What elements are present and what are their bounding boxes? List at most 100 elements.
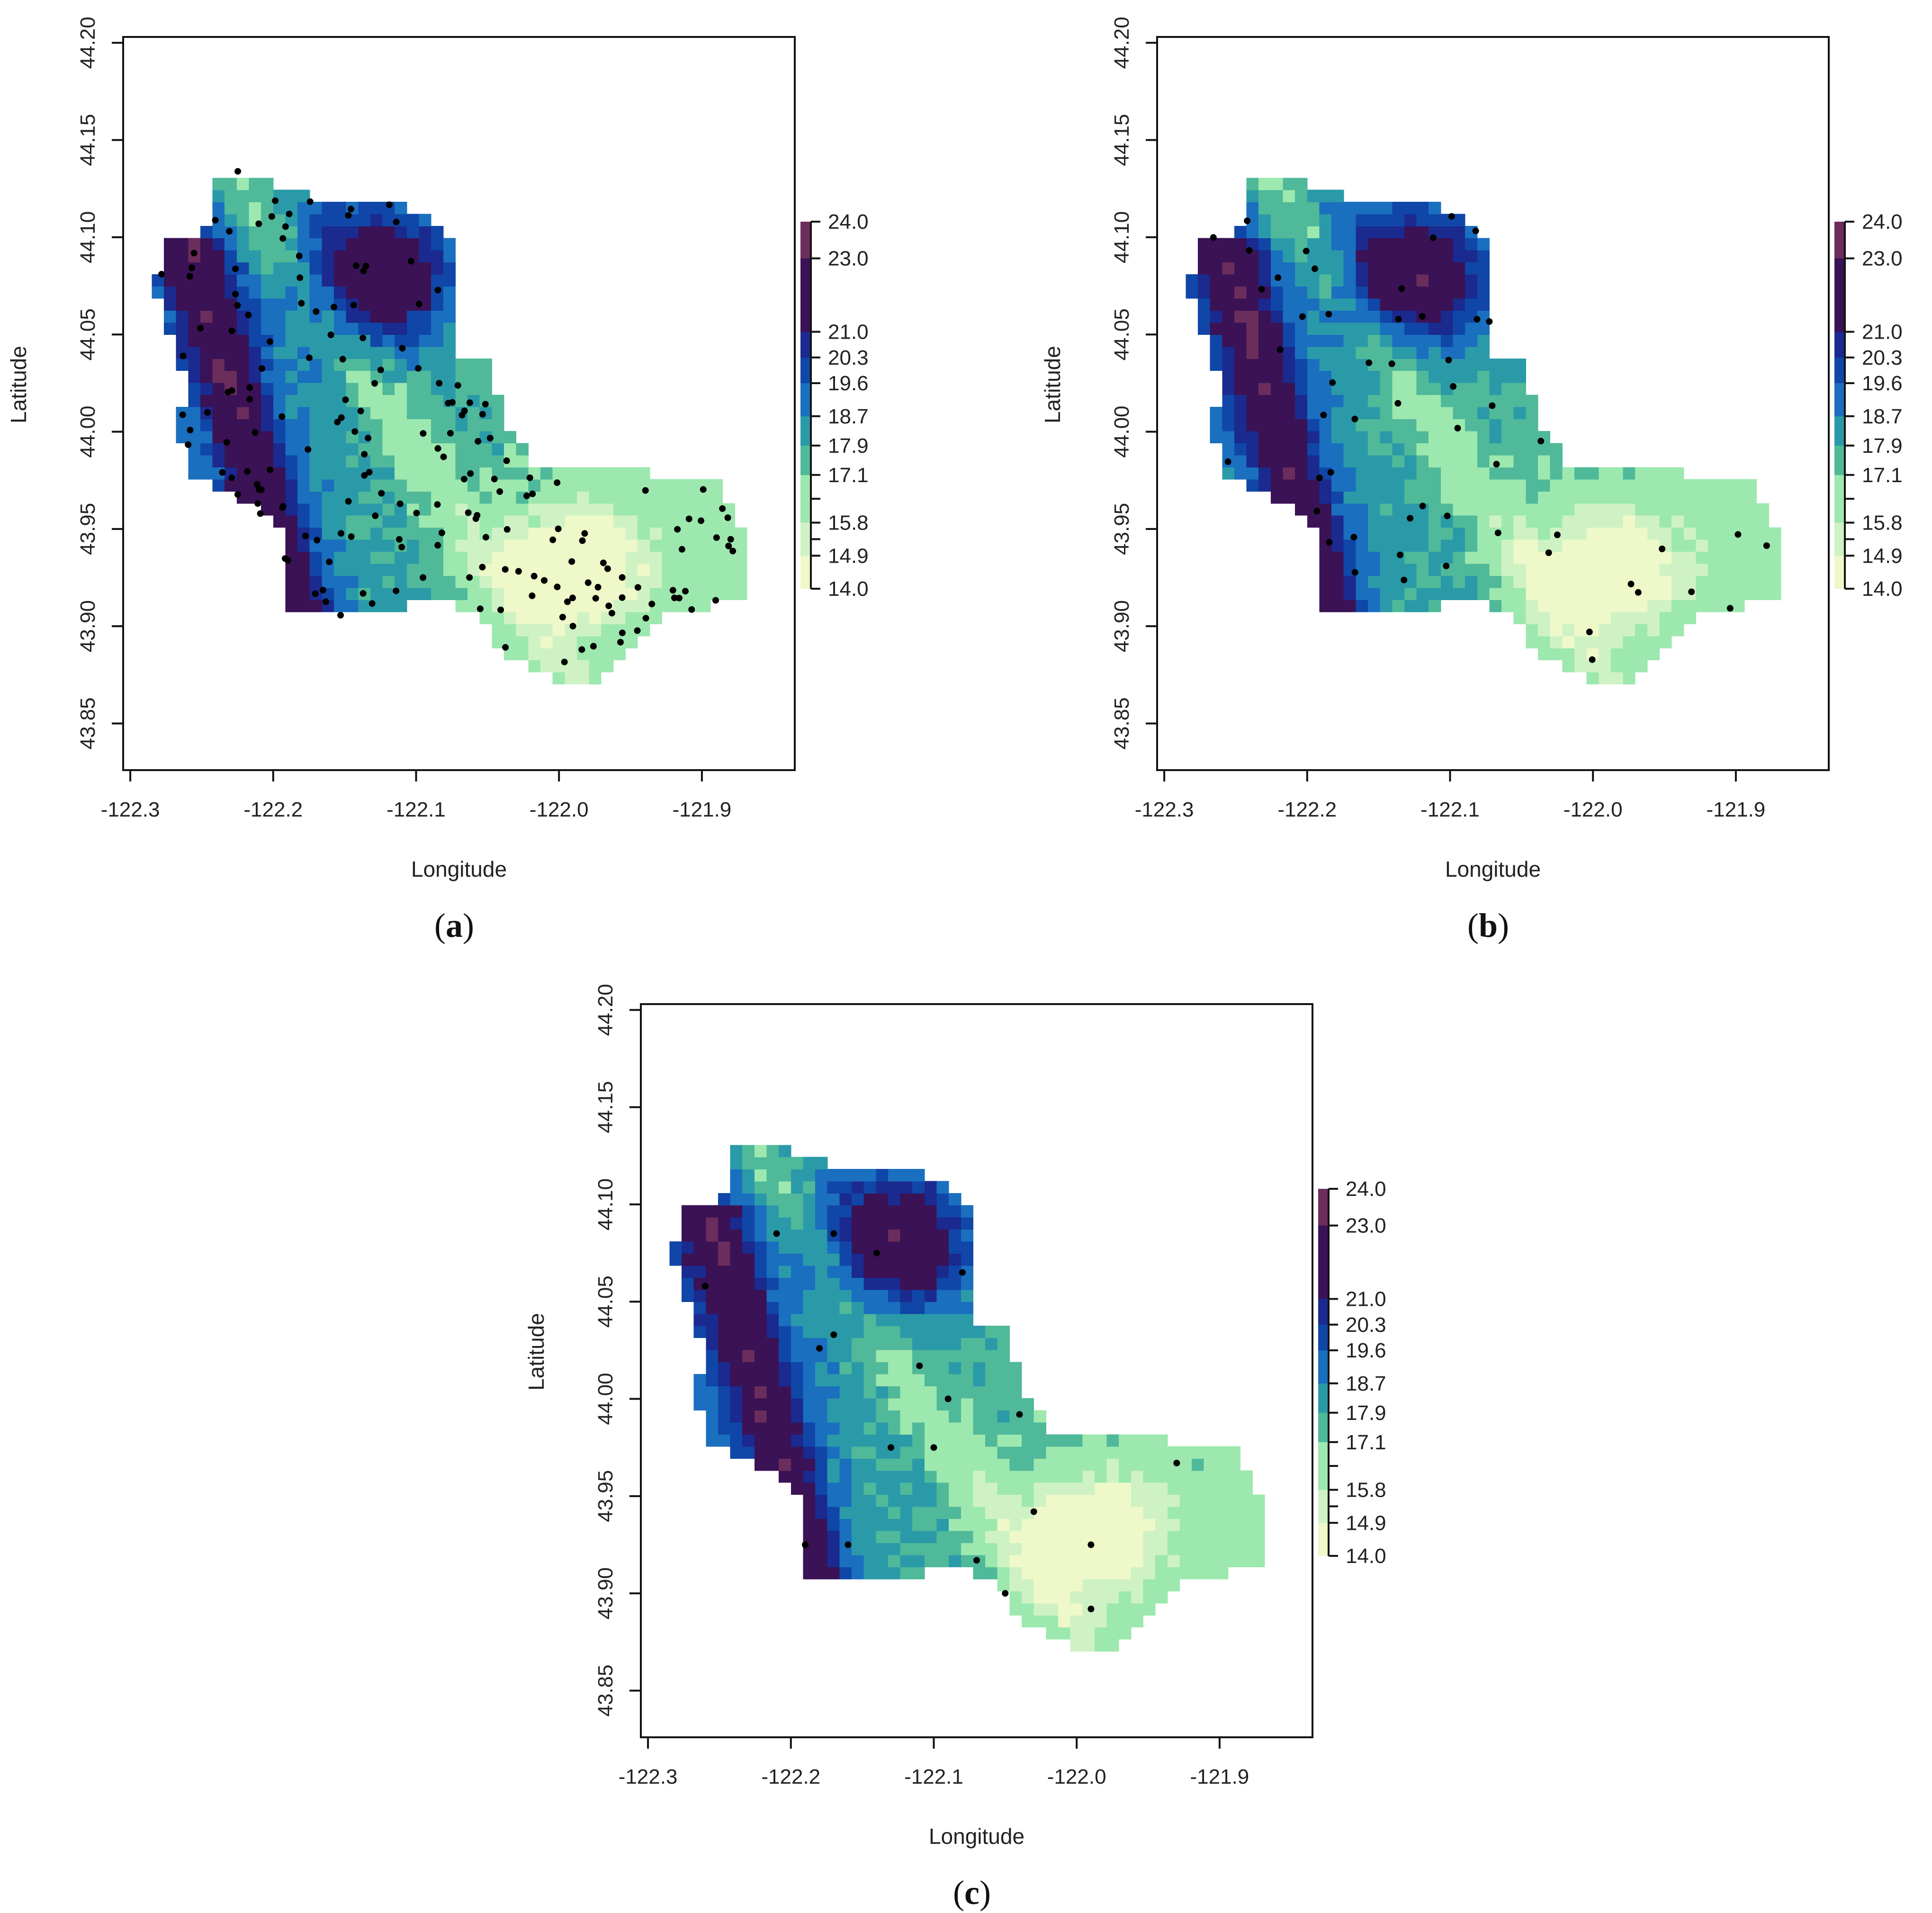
raster-cell: [706, 1302, 719, 1314]
raster-cell: [1356, 310, 1368, 323]
raster-cell: [1380, 226, 1393, 239]
raster-cell: [1610, 575, 1624, 588]
raster-cell: [1319, 575, 1332, 588]
raster-cell: [1046, 1615, 1059, 1628]
raster-cell: [1295, 274, 1308, 287]
raster-cell: [382, 527, 395, 540]
raster-cell: [1119, 1494, 1132, 1507]
raster-cell: [419, 250, 431, 263]
sample-point: [503, 457, 510, 464]
raster-cell: [358, 286, 371, 299]
raster-cell: [686, 479, 699, 492]
raster-cell: [1258, 262, 1271, 275]
raster-cell: [455, 455, 468, 467]
sample-point: [465, 509, 472, 516]
raster-cell: [1720, 527, 1733, 540]
raster-cell: [273, 455, 286, 467]
raster-cell: [382, 274, 395, 287]
raster-cell: [358, 298, 371, 311]
sample-point: [561, 658, 568, 665]
raster-cell: [1501, 443, 1514, 456]
colorbar-tick-label: 15.8: [828, 512, 869, 535]
raster-cell: [395, 467, 407, 480]
raster-cell: [839, 1530, 852, 1543]
raster-cell: [1404, 334, 1417, 347]
raster-cell: [1538, 575, 1551, 588]
raster-cell: [863, 1374, 876, 1387]
raster-cell: [236, 202, 250, 215]
raster-cell: [1252, 1518, 1265, 1531]
raster-cell: [754, 1386, 767, 1399]
raster-cell: [1082, 1434, 1095, 1447]
raster-cell: [625, 527, 638, 540]
sample-point: [569, 594, 576, 602]
raster-cell: [779, 1229, 791, 1242]
raster-cell: [936, 1554, 949, 1567]
raster-cell: [540, 551, 553, 564]
raster-cell: [1356, 238, 1368, 251]
raster-cell: [803, 1229, 816, 1242]
raster-cell: [803, 1362, 816, 1374]
raster-cell: [1416, 286, 1429, 299]
raster-cell: [888, 1374, 901, 1387]
raster-cell: [285, 334, 298, 347]
raster-cell: [1022, 1543, 1034, 1555]
raster-cell: [1550, 587, 1563, 600]
raster-cell: [742, 1302, 755, 1314]
raster-cell: [1192, 1543, 1204, 1555]
raster-cell: [200, 395, 213, 407]
raster-cell: [718, 1422, 731, 1435]
raster-cell: [912, 1482, 925, 1495]
raster-cell: [1392, 503, 1405, 516]
raster-cell: [540, 479, 553, 492]
raster-cell: [504, 491, 517, 504]
raster-cell: [912, 1410, 925, 1423]
raster-cell: [419, 395, 431, 407]
raster-cell: [1574, 636, 1587, 648]
sample-point: [642, 615, 649, 622]
raster-cell: [273, 298, 286, 311]
raster-cell: [1356, 467, 1368, 480]
raster-cell: [1453, 286, 1465, 299]
raster-cell: [997, 1362, 1010, 1374]
raster-cell: [735, 575, 747, 588]
raster-cell: [601, 467, 614, 480]
sample-point: [1443, 562, 1450, 569]
raster-cell: [912, 1518, 925, 1531]
raster-cell: [1106, 1518, 1119, 1531]
raster-cell: [322, 395, 334, 407]
y-tick-label: 44.00: [76, 405, 99, 458]
raster-cell: [479, 419, 492, 431]
raster-cell: [1119, 1603, 1132, 1616]
raster-cell: [225, 202, 237, 215]
raster-cell: [1155, 1507, 1168, 1519]
colorbar-swatch: [1834, 445, 1845, 475]
raster-cell: [1234, 322, 1247, 335]
sample-point: [158, 270, 165, 278]
raster-cell: [1623, 467, 1635, 480]
raster-cell: [1599, 636, 1611, 648]
sample-point: [368, 600, 376, 607]
raster-cell: [766, 1277, 779, 1290]
y-tick-label: 43.85: [594, 1664, 617, 1716]
raster-cell: [1119, 1482, 1132, 1495]
raster-cell: [766, 1386, 779, 1399]
raster-cell: [1295, 189, 1308, 202]
raster-cell: [876, 1289, 889, 1302]
raster-cell: [200, 262, 213, 275]
raster-cell: [730, 1193, 743, 1206]
raster-cell: [1204, 1554, 1216, 1567]
raster-cell: [285, 370, 298, 383]
raster-cell: [370, 334, 383, 347]
sample-point: [816, 1345, 823, 1352]
sample-point: [345, 212, 352, 219]
raster-cell: [1380, 370, 1393, 383]
raster-cell: [467, 455, 480, 467]
raster-cell: [674, 515, 687, 528]
raster-cell: [852, 1507, 864, 1519]
raster-cell: [1283, 238, 1295, 251]
raster-cell: [322, 455, 334, 467]
raster-cell: [888, 1277, 901, 1290]
raster-cell: [1465, 539, 1478, 552]
colorbar-swatch: [1318, 1350, 1329, 1383]
